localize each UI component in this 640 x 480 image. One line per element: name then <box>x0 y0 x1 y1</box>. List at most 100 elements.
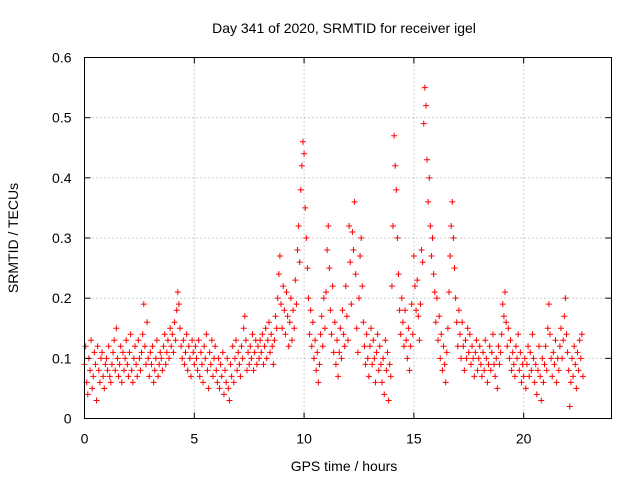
data-point <box>241 313 248 320</box>
data-point <box>369 361 376 368</box>
data-point <box>283 289 290 296</box>
data-point <box>397 331 404 338</box>
data-point <box>104 367 111 374</box>
data-point <box>141 343 148 350</box>
data-point <box>270 361 277 368</box>
data-point <box>173 307 180 314</box>
data-point <box>328 331 335 338</box>
data-point <box>465 349 472 356</box>
data-point <box>88 337 95 344</box>
data-point <box>272 313 279 320</box>
data-point <box>335 373 342 380</box>
x-tick-labels: 0 5 10 15 20 <box>81 431 532 447</box>
data-point <box>533 391 540 398</box>
data-point <box>286 319 293 326</box>
data-point <box>235 349 242 356</box>
data-point <box>516 367 523 374</box>
data-point <box>451 265 458 272</box>
data-point <box>289 337 296 344</box>
data-point <box>323 289 330 296</box>
data-point <box>460 343 467 350</box>
data-point <box>354 349 361 356</box>
data-point <box>217 361 224 368</box>
data-point <box>207 361 214 368</box>
data-point <box>437 355 444 362</box>
data-point <box>126 349 133 356</box>
data-point <box>313 367 320 374</box>
data-point <box>432 319 439 326</box>
data-point <box>90 373 97 380</box>
data-point <box>107 379 114 386</box>
data-point <box>508 367 515 374</box>
data-point <box>375 367 382 374</box>
data-point <box>355 295 362 302</box>
data-point <box>305 295 312 302</box>
data-point <box>469 343 476 350</box>
data-point <box>310 355 317 362</box>
data-point <box>179 355 186 362</box>
data-point <box>461 367 468 374</box>
data-point <box>547 331 554 338</box>
data-point <box>409 331 416 338</box>
data-point <box>348 301 355 308</box>
data-point <box>261 343 268 350</box>
data-point <box>168 343 175 350</box>
data-point <box>453 319 460 326</box>
data-point <box>463 355 470 362</box>
data-point <box>285 343 292 350</box>
data-point <box>477 361 484 368</box>
data-point <box>362 361 369 368</box>
data-point <box>202 355 209 362</box>
data-point <box>517 349 524 356</box>
data-point <box>385 397 392 404</box>
data-point <box>528 367 535 374</box>
data-point <box>215 355 222 362</box>
data-point <box>157 349 164 356</box>
data-point <box>340 331 347 338</box>
data-point <box>433 295 440 302</box>
data-point <box>137 367 144 374</box>
y-axis-label: SRMTID / TECUs <box>5 183 21 293</box>
data-point <box>177 325 184 332</box>
data-point <box>159 367 166 374</box>
data-point <box>504 343 511 350</box>
data-point <box>162 361 169 368</box>
data-point <box>153 337 160 344</box>
data-point <box>522 385 529 392</box>
data-point <box>181 361 188 368</box>
data-point <box>198 361 205 368</box>
data-point <box>473 337 480 344</box>
data-point <box>379 379 386 386</box>
data-point <box>275 271 282 278</box>
data-point <box>366 343 373 350</box>
data-point <box>134 373 141 380</box>
data-point <box>481 367 488 374</box>
data-point <box>532 361 539 368</box>
data-point <box>571 343 578 350</box>
data-point <box>553 379 560 386</box>
data-point <box>492 373 499 380</box>
data-point <box>507 337 514 344</box>
data-point <box>458 355 465 362</box>
data-point <box>112 367 119 374</box>
data-point <box>555 367 562 374</box>
data-point <box>523 361 530 368</box>
data-point <box>390 222 397 229</box>
data-point <box>560 337 567 344</box>
data-point <box>439 367 446 374</box>
data-point <box>240 325 247 332</box>
data-point <box>106 373 113 380</box>
y-tick-labels: 0 0.1 0.2 0.3 0.4 0.5 0.6 <box>52 50 72 427</box>
data-point <box>108 361 115 368</box>
y-tick-label: 0.2 <box>52 290 72 306</box>
data-point <box>370 337 377 344</box>
data-point <box>105 343 112 350</box>
data-point <box>119 349 126 356</box>
data-point <box>230 379 237 386</box>
data-point <box>243 367 250 374</box>
data-point <box>443 349 450 356</box>
data-point <box>514 355 521 362</box>
data-point <box>572 361 579 368</box>
data-point <box>343 313 350 320</box>
data-point <box>197 349 204 356</box>
